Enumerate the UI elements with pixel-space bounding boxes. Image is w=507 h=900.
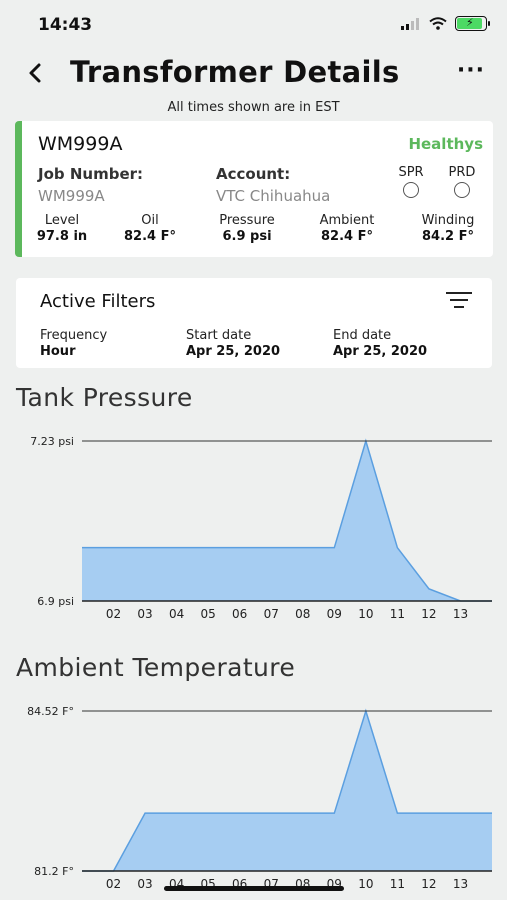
spr-radio[interactable] (403, 182, 419, 198)
page-title: Transformer Details (70, 55, 400, 89)
prd-label: PRD (448, 165, 476, 180)
metric-label: Level (44, 213, 80, 228)
y-tick-label: 84.52 F° (27, 705, 74, 718)
x-tick-label: 10 (358, 607, 373, 621)
x-tick-label: 02 (106, 877, 121, 891)
series-line (82, 708, 492, 872)
x-tick-label: 11 (390, 607, 405, 621)
prd-option: PRD (442, 165, 482, 202)
metric-pressure: Pressure 6.9 psi (202, 213, 292, 244)
x-tick-label: 08 (295, 607, 310, 621)
back-chevron-icon[interactable] (24, 58, 46, 88)
start-date-filter: Start date Apr 25, 2020 (186, 328, 280, 359)
active-filters-card: Active Filters Frequency Hour Start date… (16, 278, 492, 368)
metric-value: 82.4 F° (321, 229, 373, 244)
metric-label: Pressure (219, 213, 275, 228)
x-tick-label: 03 (137, 607, 152, 621)
y-tick-label: 6.9 psi (37, 595, 74, 608)
metric-winding: Winding 84.2 F° (403, 213, 493, 244)
x-tick-label: 11 (390, 877, 405, 891)
metric-value: 6.9 psi (222, 229, 272, 244)
transformer-card: WM999A Healthys Job Number: WM999A Accou… (15, 121, 493, 257)
area-fill (82, 711, 492, 871)
start-date-value: Apr 25, 2020 (186, 344, 281, 359)
x-tick-label: 04 (169, 607, 184, 621)
spr-option: SPR (391, 165, 431, 202)
metric-ambient: Ambient 82.4 F° (302, 213, 392, 244)
x-tick-label: 02 (106, 607, 121, 621)
signal-icon (401, 17, 419, 30)
end-date-value: Apr 25, 2020 (333, 344, 428, 359)
metric-label: Ambient (319, 213, 375, 228)
x-tick-label: 09 (327, 607, 342, 621)
filter-icon[interactable] (446, 292, 472, 314)
timezone-note: All times shown are in EST (167, 100, 340, 115)
status-time: 14:43 (38, 15, 93, 35)
tank-pressure-title: Tank Pressure (16, 383, 193, 412)
job-number-value: WM999A (38, 187, 105, 205)
y-tick-label: 81.2 F° (34, 865, 74, 878)
frequency-value: Hour (40, 344, 76, 359)
battery-level: ⚡ (457, 16, 483, 29)
end-date-label: End date (333, 328, 392, 343)
x-tick-label: 12 (421, 607, 436, 621)
account-value: VTC Chihuahua (216, 187, 331, 205)
prd-radio[interactable] (454, 182, 470, 198)
x-tick-label: 10 (358, 877, 373, 891)
metric-level: Level 97.8 in (17, 213, 107, 244)
nav-header: Transformer Details ··· (0, 52, 507, 96)
battery-icon: ⚡ (455, 16, 490, 31)
x-tick-label: 05 (201, 607, 216, 621)
frequency-filter: Frequency Hour (40, 328, 107, 359)
x-tick-label: 07 (264, 607, 279, 621)
start-date-label: Start date (186, 328, 252, 343)
metric-label: Oil (141, 213, 159, 228)
series-line (82, 438, 492, 602)
metric-oil: Oil 82.4 F° (105, 213, 195, 244)
x-tick-label: 13 (453, 607, 468, 621)
metric-value: 82.4 F° (124, 229, 176, 244)
metric-value: 84.2 F° (422, 229, 474, 244)
frequency-label: Frequency (40, 328, 108, 343)
status-icons: ⚡ (401, 16, 490, 31)
wifi-icon (429, 17, 447, 30)
charging-bolt-icon: ⚡ (466, 16, 474, 29)
spr-label: SPR (398, 165, 424, 180)
transformer-id: WM999A (38, 133, 123, 155)
x-tick-label: 13 (453, 877, 468, 891)
tank-pressure-chart: 7.23 psi 6.9 psi 02 03 04 05 06 07 08 09 10 11 12 13 (30, 435, 493, 621)
end-date-filter: End date Apr 25, 2020 (333, 328, 427, 359)
area-fill (82, 441, 492, 601)
ambient-temperature-chart: 84.52 F°81.2 F°02 03 04 05 06 07 08 09 10 11 12 13 (27, 705, 493, 891)
y-tick-label: 7.23 psi (30, 435, 74, 448)
x-tick-label: 06 (232, 607, 247, 621)
job-number-label: Job Number: (38, 165, 144, 183)
metric-value: 97.8 in (36, 229, 88, 244)
more-options-button[interactable]: ··· (456, 58, 485, 83)
x-tick-label: 12 (421, 877, 436, 891)
ambient-temperature-title: Ambient Temperature (16, 653, 296, 682)
account-label: Account: (216, 165, 291, 183)
status-bar: 14:43 ⚡ (0, 0, 507, 50)
home-indicator[interactable] (164, 886, 344, 891)
metric-label: Winding (421, 213, 475, 228)
health-status: Healthys (408, 135, 483, 153)
x-tick-label: 03 (137, 877, 152, 891)
filters-title: Active Filters (40, 291, 156, 312)
